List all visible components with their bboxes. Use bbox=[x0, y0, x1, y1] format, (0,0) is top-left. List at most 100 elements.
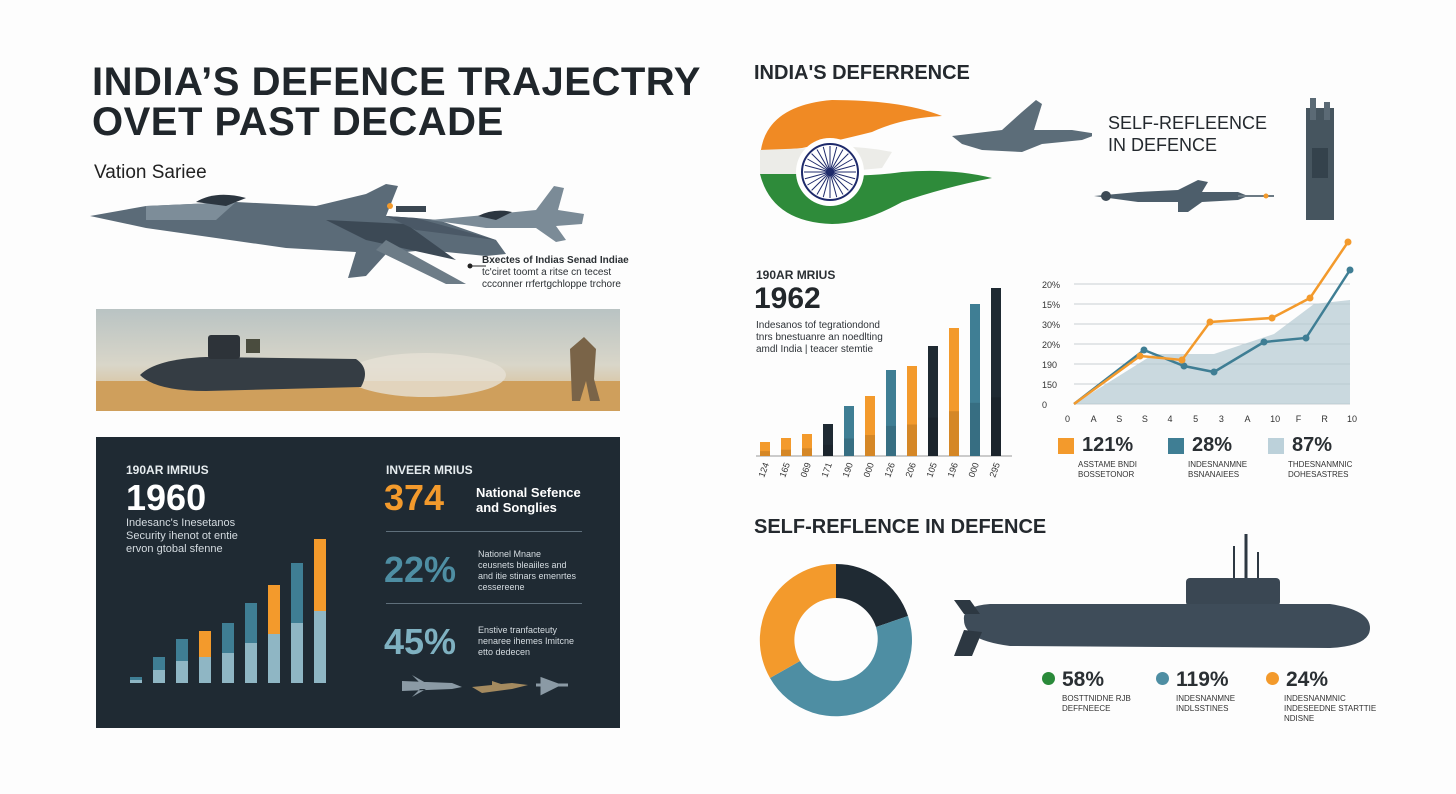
dark-bar-lower bbox=[222, 653, 234, 683]
dark-bar-lower bbox=[245, 643, 257, 683]
bar bbox=[907, 366, 917, 456]
x-tick-label: F bbox=[1296, 414, 1302, 424]
bar-shade bbox=[865, 435, 875, 456]
helicopter-icon bbox=[536, 676, 568, 696]
chakra-spoke bbox=[829, 146, 838, 173]
legend-swatch bbox=[1168, 438, 1184, 454]
bar-x-label: 190 bbox=[840, 461, 855, 479]
point-teal bbox=[1140, 346, 1148, 354]
chakra-spoke bbox=[829, 171, 853, 186]
bar-shade bbox=[949, 411, 959, 456]
dark-bar-lower bbox=[314, 611, 326, 683]
mid-desc-line2: tnrs bnestuanre an noedlting bbox=[756, 332, 883, 343]
point-teal bbox=[1302, 334, 1310, 342]
bar-x-label: 206 bbox=[903, 461, 918, 479]
self-reliance-label: SELF-REFLEENCE IN DEFENCE bbox=[1108, 112, 1267, 156]
point-orange bbox=[1306, 294, 1314, 302]
self-line2: IN DEFENCE bbox=[1108, 135, 1218, 155]
stat-desc: INDESNANMNE INDLSSTINES bbox=[1176, 694, 1236, 713]
x-tick-label: A bbox=[1244, 414, 1250, 424]
self-line1: SELF-REFLEENCE bbox=[1108, 113, 1268, 133]
large-jet-icon bbox=[90, 184, 506, 284]
bottom-stats: 58% BOSTTNIDNE RJB DEFFNEECE 119% INDESNA… bbox=[1040, 668, 1376, 728]
aircraft-icons-row bbox=[402, 675, 568, 697]
legend-value: 121% bbox=[1082, 434, 1134, 456]
point-teal bbox=[1210, 368, 1218, 376]
y-tick-label: 20% bbox=[1042, 340, 1060, 350]
legend-value: 87% bbox=[1292, 434, 1333, 456]
donut-segment-navy bbox=[836, 564, 908, 627]
dark-bar-upper bbox=[268, 585, 280, 634]
deterrence-header: INDIA'S DEFERRENCE bbox=[754, 62, 970, 84]
submarine-hull-icon bbox=[140, 357, 365, 391]
legend-desc: ASSTAME BNDI BOSSETONOR bbox=[1078, 460, 1137, 479]
line-chart-legend: 121% ASSTAME BNDI BOSSETONOR 28% INDESNAN… bbox=[1056, 434, 1356, 486]
stat-value: 24% bbox=[1286, 668, 1329, 691]
divider bbox=[386, 531, 582, 532]
mid-desc-line3: amdl India | teacer stemtie bbox=[756, 344, 874, 355]
y-tick-label: 30% bbox=[1042, 320, 1060, 330]
dark-percent-22-desc: Nationel Mnane ceusnets bleaiiles and an… bbox=[478, 549, 576, 593]
point-teal bbox=[1346, 266, 1354, 274]
submarine-hull-icon bbox=[963, 604, 1370, 648]
x-tick-label: 4 bbox=[1168, 414, 1173, 424]
dark-stat-title: National Sefence and Songlies bbox=[476, 485, 581, 515]
bar bbox=[865, 396, 875, 456]
point-orange bbox=[1178, 356, 1186, 364]
submarine-desert-scene bbox=[96, 309, 620, 411]
chakra-spoke bbox=[829, 171, 856, 180]
dark-bar-lower bbox=[130, 680, 142, 683]
point-orange bbox=[1268, 314, 1276, 322]
donut-segment-teal bbox=[770, 616, 912, 717]
bar-x-label: 069 bbox=[798, 461, 813, 479]
y-tick-label: 20% bbox=[1042, 280, 1060, 290]
jet-caption-line2: tc'ciret toomt a ritse cn tecest bbox=[482, 267, 612, 278]
point-orange bbox=[1136, 352, 1144, 360]
chakra-spoke bbox=[829, 149, 844, 173]
divider bbox=[386, 603, 582, 604]
bar-x-label: 171 bbox=[819, 461, 834, 479]
chakra-spoke bbox=[811, 171, 831, 191]
chakra-spoke bbox=[829, 153, 849, 173]
page-title-line1: INDIA’S DEFENCE TRAJECTRY bbox=[92, 60, 701, 104]
bar-x-label: 196 bbox=[945, 461, 960, 479]
drone-icon bbox=[472, 683, 528, 693]
dark-percent-22: 22% bbox=[384, 549, 457, 590]
chakra-spoke bbox=[816, 149, 831, 173]
dark-bar-upper bbox=[130, 677, 142, 680]
chakra-spoke bbox=[829, 171, 838, 198]
self-reliance-header: SELF-REFLENCE IN DEFENCE bbox=[754, 516, 1047, 538]
dark-bar-lower bbox=[291, 623, 303, 683]
x-tick-label: 5 bbox=[1193, 414, 1198, 424]
x-tick-label: 3 bbox=[1219, 414, 1224, 424]
dark-stat-label: INVEER MRIUS bbox=[386, 463, 473, 477]
point-teal bbox=[1260, 338, 1268, 346]
x-tick-label: 10 bbox=[1270, 414, 1280, 424]
y-tick-label: 15% bbox=[1042, 300, 1060, 310]
dark-stat-value: 374 bbox=[384, 477, 445, 518]
dark-bar-lower bbox=[153, 670, 165, 683]
bar-x-label: 295 bbox=[987, 461, 1002, 479]
dark-stat-title-line2: and Songlies bbox=[476, 500, 557, 515]
dark-panel-year: 1960 bbox=[126, 477, 207, 518]
jet-caption-title: Bxectes of Indias Senad Indiae bbox=[482, 255, 629, 266]
small-jet-icon bbox=[430, 186, 584, 242]
dark-bar-chart bbox=[130, 539, 326, 683]
bar bbox=[760, 442, 770, 456]
bar-x-label: 000 bbox=[861, 461, 876, 479]
section-subtitle: Vation Sariee bbox=[94, 162, 207, 183]
chakra-spoke bbox=[822, 146, 831, 173]
dark-panel-label: 190AR IMRIUS bbox=[126, 463, 209, 477]
bar bbox=[823, 424, 833, 456]
tower-icon bbox=[1306, 98, 1334, 220]
bar-shade bbox=[928, 417, 938, 456]
chakra-spoke bbox=[807, 158, 831, 173]
x-tick-label: S bbox=[1142, 414, 1148, 424]
bar-shade bbox=[886, 425, 896, 456]
stat-value: 119% bbox=[1176, 668, 1229, 691]
legend-desc: THDESNANMNIC DOHESASTRES bbox=[1288, 460, 1353, 479]
mid-year: 1962 bbox=[754, 282, 821, 315]
bar bbox=[844, 406, 854, 456]
page-title: INDIA’S DEFENCE TRAJECTRY OVET PAST DECA… bbox=[92, 62, 701, 142]
dark-bar-upper bbox=[222, 623, 234, 653]
